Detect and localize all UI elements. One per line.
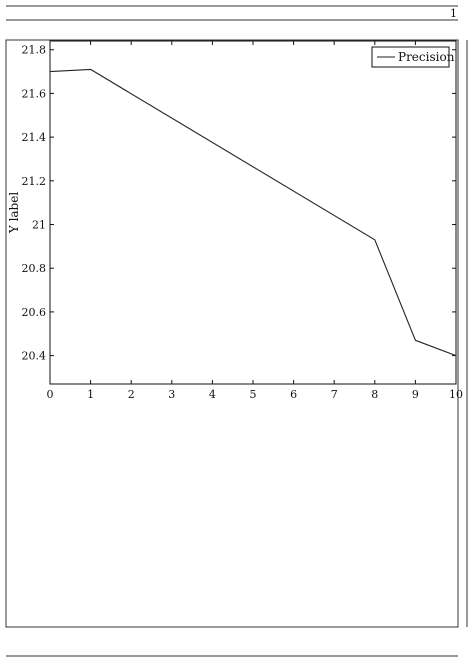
y-tick-label: 20.8 bbox=[22, 262, 47, 275]
y-axis-label: Y label bbox=[7, 192, 21, 235]
y-axis: 20.4 20.6 20.8 21 21.2 21.4 21.6 21.8 bbox=[22, 44, 456, 363]
y-tick-label: 21.6 bbox=[22, 87, 47, 100]
x-tick-label: 1 bbox=[87, 388, 94, 401]
x-tick-label: 8 bbox=[371, 388, 378, 401]
x-tick-label: 4 bbox=[209, 388, 216, 401]
x-tick-label: 5 bbox=[250, 388, 257, 401]
x-tick-label: 10 bbox=[449, 388, 463, 401]
y-tick-label: 21 bbox=[32, 219, 46, 232]
y-tick-label: 20.4 bbox=[22, 350, 47, 363]
y-tick-label: 20.6 bbox=[22, 306, 47, 319]
plot-area bbox=[49, 40, 457, 385]
y-tick-label: 21.8 bbox=[22, 44, 47, 57]
legend: Precision bbox=[371, 46, 455, 68]
page-frame: 1 bbox=[5, 5, 468, 657]
series-line-precision bbox=[49, 68, 457, 357]
legend-box bbox=[371, 46, 450, 68]
y-tick-label: 21.4 bbox=[22, 131, 47, 144]
x-tick-label: 3 bbox=[168, 388, 175, 401]
x-tick-label: 2 bbox=[128, 388, 135, 401]
x-axis: 0 1 2 3 4 5 6 7 8 9 10 bbox=[47, 41, 463, 401]
legend-entry-precision: Precision bbox=[398, 50, 455, 64]
page-number: 1 bbox=[450, 7, 457, 20]
x-tick-label: 7 bbox=[331, 388, 338, 401]
x-tick-label: 9 bbox=[412, 388, 419, 401]
series-layer bbox=[49, 68, 457, 357]
y-tick-label: 21.2 bbox=[22, 175, 47, 188]
x-tick-label: 6 bbox=[290, 388, 297, 401]
x-tick-label: 0 bbox=[47, 388, 54, 401]
content-frame bbox=[5, 39, 459, 628]
